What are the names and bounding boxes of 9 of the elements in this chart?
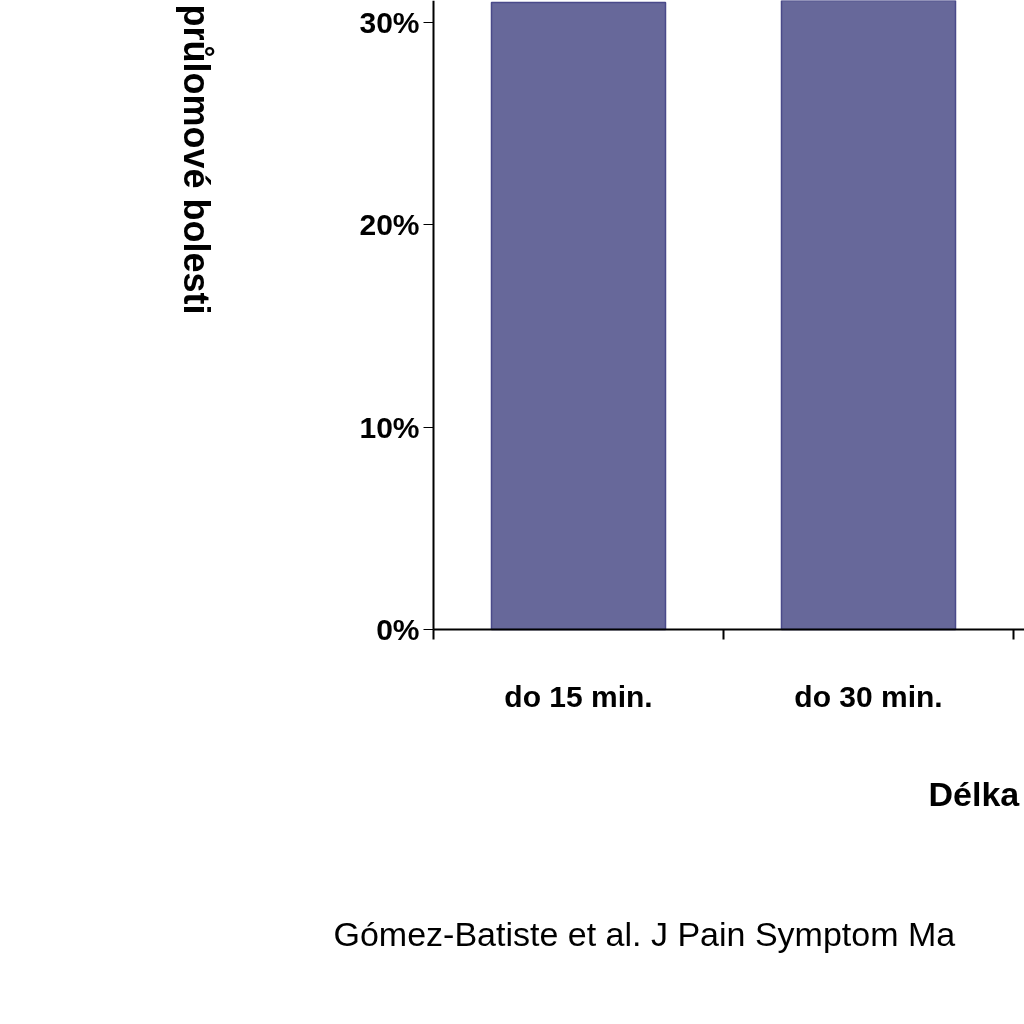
y-tick-label: 30% (359, 6, 420, 40)
x-tick-label: do 30 min. (794, 679, 943, 713)
x-axis-title: Délka (928, 774, 1021, 813)
y-tick-label: 20% (359, 208, 420, 242)
text: Gómez-Batiste et al. J Pain Symptom Ma (333, 914, 956, 953)
y-axis-title: průlomové bolesti (176, 4, 217, 315)
y-tick-label: 10% (359, 410, 420, 444)
y-tick-label: 0% (376, 613, 420, 646)
x-tick-label: do 15 min. (504, 679, 653, 713)
